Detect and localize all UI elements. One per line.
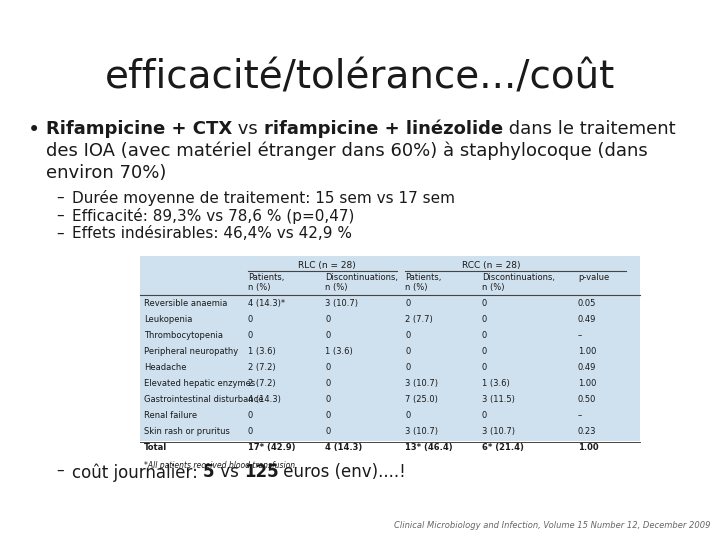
Text: dans le traitement: dans le traitement	[503, 120, 675, 138]
Text: 0: 0	[482, 331, 487, 340]
Text: 4 (14.3)*: 4 (14.3)*	[248, 299, 285, 308]
Text: Thrombocytopenia: Thrombocytopenia	[144, 331, 223, 340]
Text: Patients,
n (%): Patients, n (%)	[248, 273, 284, 292]
Text: Effets indésirables: 46,4% vs 42,9 %: Effets indésirables: 46,4% vs 42,9 %	[72, 226, 352, 241]
Text: RCC (n = 28): RCC (n = 28)	[462, 261, 521, 270]
Text: 0: 0	[248, 411, 253, 420]
Text: 1 (3.6): 1 (3.6)	[325, 347, 353, 356]
Text: 0: 0	[248, 315, 253, 324]
Text: efficacité/tolérance.../coût: efficacité/tolérance.../coût	[105, 58, 615, 96]
Text: Total: Total	[144, 443, 167, 452]
Text: 125: 125	[244, 463, 279, 481]
Text: •: •	[28, 120, 40, 140]
Text: Patients,
n (%): Patients, n (%)	[405, 273, 441, 292]
Text: –: –	[56, 190, 63, 205]
Text: 0: 0	[325, 331, 330, 340]
Text: 0: 0	[248, 427, 253, 436]
Text: Renal failure: Renal failure	[144, 411, 197, 420]
Text: environ 70%): environ 70%)	[46, 164, 166, 182]
Text: 0: 0	[405, 411, 410, 420]
Text: Elevated hepatic enzymes: Elevated hepatic enzymes	[144, 379, 256, 388]
Text: *All patients received blood transfusion.: *All patients received blood transfusion…	[144, 461, 297, 470]
Text: 1.00: 1.00	[578, 379, 596, 388]
Text: 3 (11.5): 3 (11.5)	[482, 395, 515, 404]
Text: 0: 0	[325, 363, 330, 372]
Text: 1.00: 1.00	[578, 443, 598, 452]
Text: 0: 0	[405, 331, 410, 340]
Text: 0: 0	[325, 395, 330, 404]
Text: –: –	[56, 463, 63, 478]
Text: 5: 5	[203, 463, 215, 481]
Text: 2 (7.2): 2 (7.2)	[248, 379, 276, 388]
Text: 0: 0	[325, 411, 330, 420]
Text: 2 (7.7): 2 (7.7)	[405, 315, 433, 324]
Text: 0: 0	[325, 379, 330, 388]
Text: vs: vs	[215, 463, 244, 481]
Text: 0.49: 0.49	[578, 315, 596, 324]
Text: –: –	[56, 208, 63, 223]
Text: 0: 0	[325, 315, 330, 324]
Text: 0: 0	[482, 299, 487, 308]
Text: 0: 0	[482, 347, 487, 356]
Text: p-value: p-value	[578, 273, 609, 282]
Text: Reversible anaemia: Reversible anaemia	[144, 299, 228, 308]
Text: 0.05: 0.05	[578, 299, 596, 308]
Text: 1.00: 1.00	[578, 347, 596, 356]
Text: euros (env)....!: euros (env)....!	[279, 463, 406, 481]
Text: 0.50: 0.50	[578, 395, 596, 404]
Text: Discontinuations,
n (%): Discontinuations, n (%)	[325, 273, 398, 292]
Text: 13* (46.4): 13* (46.4)	[405, 443, 453, 452]
Text: 17* (42.9): 17* (42.9)	[248, 443, 295, 452]
Text: des IOA (avec matériel étranger dans 60%) à staphylocoque (dans: des IOA (avec matériel étranger dans 60%…	[46, 142, 648, 160]
Bar	[140, 256, 640, 441]
Text: 3 (10.7): 3 (10.7)	[405, 427, 438, 436]
Text: Rifampicine + CTX: Rifampicine + CTX	[46, 120, 233, 138]
Text: 3 (10.7): 3 (10.7)	[325, 299, 358, 308]
Text: –: –	[578, 411, 582, 420]
Text: 2 (7.2): 2 (7.2)	[248, 363, 276, 372]
Text: 4 (14.3): 4 (14.3)	[248, 395, 281, 404]
Text: 7 (25.0): 7 (25.0)	[405, 395, 438, 404]
Text: –: –	[56, 226, 63, 241]
Text: coût journalier:: coût journalier:	[72, 463, 203, 482]
Text: Discontinuations,
n (%): Discontinuations, n (%)	[482, 273, 555, 292]
Text: 3 (10.7): 3 (10.7)	[482, 427, 515, 436]
Text: 0.23: 0.23	[578, 427, 596, 436]
Text: 4 (14.3): 4 (14.3)	[325, 443, 362, 452]
Text: 0.49: 0.49	[578, 363, 596, 372]
Text: 0: 0	[405, 347, 410, 356]
Text: RLC (n = 28): RLC (n = 28)	[297, 261, 356, 270]
Text: 0: 0	[405, 299, 410, 308]
Text: 0: 0	[482, 315, 487, 324]
Text: 0: 0	[482, 363, 487, 372]
Text: 1 (3.6): 1 (3.6)	[482, 379, 510, 388]
Text: Durée moyenne de traitement: 15 sem vs 17 sem: Durée moyenne de traitement: 15 sem vs 1…	[72, 190, 455, 206]
Text: Peripheral neuropathy: Peripheral neuropathy	[144, 347, 238, 356]
Text: 3 (10.7): 3 (10.7)	[405, 379, 438, 388]
Text: Headache: Headache	[144, 363, 186, 372]
Text: Efficacité: 89,3% vs 78,6 % (p=0,47): Efficacité: 89,3% vs 78,6 % (p=0,47)	[72, 208, 354, 224]
Text: –: –	[578, 331, 582, 340]
Text: 0: 0	[325, 427, 330, 436]
Text: 6* (21.4): 6* (21.4)	[482, 443, 524, 452]
Text: vs: vs	[233, 120, 264, 138]
Text: Skin rash or pruritus: Skin rash or pruritus	[144, 427, 230, 436]
Text: Gastrointestinal disturbance: Gastrointestinal disturbance	[144, 395, 264, 404]
Text: Clinical Microbiology and Infection, Volume 15 Number 12, December 2009: Clinical Microbiology and Infection, Vol…	[394, 521, 710, 530]
Text: Leukopenia: Leukopenia	[144, 315, 192, 324]
Text: rifampicine + linézolide: rifampicine + linézolide	[264, 120, 503, 138]
Text: 1 (3.6): 1 (3.6)	[248, 347, 276, 356]
Text: 0: 0	[482, 411, 487, 420]
Text: 0: 0	[405, 363, 410, 372]
Text: 0: 0	[248, 331, 253, 340]
